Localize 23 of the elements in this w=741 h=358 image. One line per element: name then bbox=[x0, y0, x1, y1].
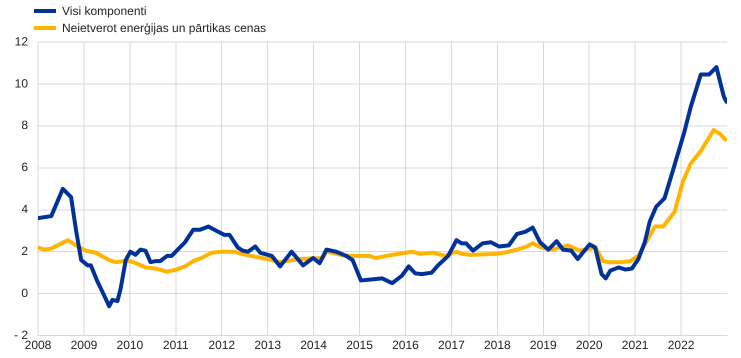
y-tick-label: 12 bbox=[14, 34, 28, 48]
y-tick-label: 0 bbox=[21, 286, 28, 300]
x-tick-label: 2017 bbox=[438, 338, 466, 352]
legend-label: Visi komponenti bbox=[62, 4, 146, 18]
y-tick-label: 4 bbox=[21, 202, 28, 216]
x-tick-label: 2012 bbox=[208, 338, 236, 352]
x-tick-label: 2014 bbox=[300, 338, 328, 352]
x-tick-label: 2016 bbox=[392, 338, 420, 352]
x-tick-label: 2018 bbox=[484, 338, 512, 352]
x-tick-label: 2015 bbox=[346, 338, 374, 352]
y-tick-label: 8 bbox=[21, 118, 28, 132]
x-tick-label: 2011 bbox=[162, 338, 190, 352]
x-tick-label: 2010 bbox=[116, 338, 144, 352]
x-tick-label: 2019 bbox=[530, 338, 557, 352]
x-tick-label: 2009 bbox=[70, 338, 98, 352]
x-tick-label: 2021 bbox=[622, 338, 649, 352]
x-tick-label: 2020 bbox=[576, 338, 603, 352]
x-tick-label: 2013 bbox=[254, 338, 282, 352]
y-tick-label: 2 bbox=[21, 244, 28, 258]
legend-label: Neietverot enerģijas un pārtikas cenas bbox=[62, 20, 266, 34]
y-tick-label: 10 bbox=[14, 76, 28, 90]
y-tick-label: 6 bbox=[21, 160, 28, 174]
x-tick-label: 2022 bbox=[668, 338, 695, 352]
